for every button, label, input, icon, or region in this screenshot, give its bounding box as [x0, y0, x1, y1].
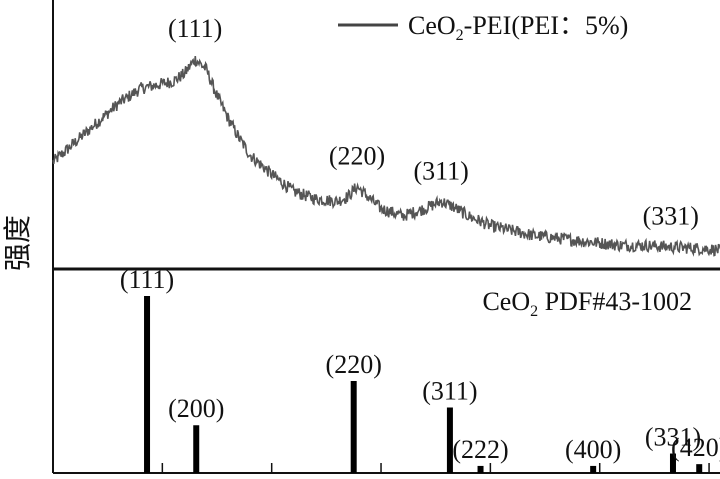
y-axis-label: 强度	[2, 215, 34, 271]
bottom-legend: CeO2 PDF#43-1002	[482, 287, 692, 320]
reference-peak-label: (111)	[120, 265, 174, 294]
top-series-line	[52, 55, 720, 257]
reference-peak-label: (220)	[326, 350, 382, 379]
top-legend-label: CeO2-PEI(PEI：5%)	[408, 11, 628, 44]
top-peak-label: (331)	[643, 202, 699, 231]
top-peak-label: (311)	[413, 156, 468, 185]
reference-peak-label: (222)	[452, 435, 508, 464]
top-peak-label: (220)	[329, 142, 385, 171]
reference-peak-label: (200)	[168, 394, 224, 423]
bottom-legend-label: CeO2 PDF#43-1002	[482, 287, 692, 320]
bottom-panel: CeO2 PDF#43-1002 (111) (200) (220) (311) (222…	[120, 265, 720, 473]
top-peak-label: (111)	[168, 14, 222, 43]
reference-peak-label: (420)	[671, 433, 720, 462]
reference-peak-label: (331)	[645, 423, 701, 452]
x-axis-ticks	[161, 463, 710, 473]
reference-peak-label: (400)	[565, 435, 621, 464]
top-legend: CeO2-PEI(PEI：5%)	[338, 11, 628, 44]
top-panel: CeO2-PEI(PEI：5%) (111) (220) (311) (331)	[52, 11, 720, 257]
reference-peak-label: (311)	[422, 377, 477, 406]
